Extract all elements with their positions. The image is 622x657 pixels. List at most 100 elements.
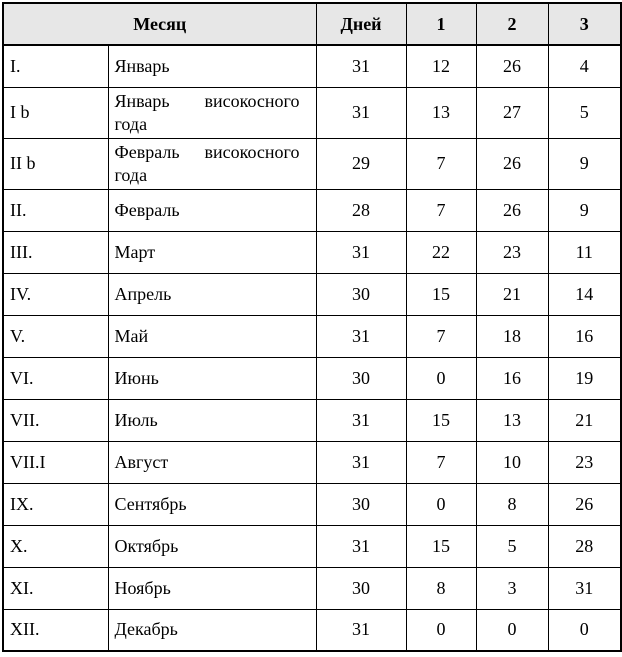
month-name: Сентябрь	[107, 482, 317, 526]
table-row: II. Февраль 28 7 26 9	[2, 188, 622, 232]
month-code: V.	[2, 314, 109, 358]
col2-value: 16	[475, 356, 549, 400]
table-row: XII. Декабрь 31 0 0 0	[2, 608, 622, 652]
col1-value: 7	[405, 137, 477, 190]
month-code: II.	[2, 188, 109, 232]
month-code: I.	[2, 44, 109, 88]
col3-value: 28	[547, 524, 622, 568]
col3-value: 9	[547, 137, 622, 190]
col2-value: 3	[475, 566, 549, 610]
col2-value: 21	[475, 272, 549, 316]
month-code: IV.	[2, 272, 109, 316]
table-header: Месяц Дней 1 2 3	[2, 2, 622, 46]
col2-value: 18	[475, 314, 549, 358]
days-value: 30	[315, 272, 407, 316]
col1-value: 12	[405, 44, 477, 88]
header-row: Месяц Дней 1 2 3	[2, 2, 622, 46]
month-name: Апрель	[107, 272, 317, 316]
table-row: II b Февраль високосного года 29 7 26 9	[2, 137, 622, 190]
days-value: 31	[315, 86, 407, 139]
month-name: Май	[107, 314, 317, 358]
table-row: V. Май 31 7 18 16	[2, 314, 622, 358]
days-value: 31	[315, 314, 407, 358]
col2-value: 23	[475, 230, 549, 274]
col3-value: 0	[547, 608, 622, 652]
col2-value: 10	[475, 440, 549, 484]
days-value: 30	[315, 356, 407, 400]
col2-value: 0	[475, 608, 549, 652]
month-code: I b	[2, 86, 109, 139]
col1-value: 15	[405, 272, 477, 316]
days-value: 31	[315, 608, 407, 652]
col1-value: 0	[405, 356, 477, 400]
table-row: I. Январь 31 12 26 4	[2, 44, 622, 88]
col3-value: 5	[547, 86, 622, 139]
col3-value: 9	[547, 188, 622, 232]
table-row: XI. Ноябрь 30 8 3 31	[2, 566, 622, 610]
table-row: VII. Июль 31 15 13 21	[2, 398, 622, 442]
month-code: IX.	[2, 482, 109, 526]
table-row: I b Январь високосного года 31 13 27 5	[2, 86, 622, 139]
month-code: II b	[2, 137, 109, 190]
days-value: 30	[315, 482, 407, 526]
col2-value: 13	[475, 398, 549, 442]
days-value: 31	[315, 44, 407, 88]
month-code: XI.	[2, 566, 109, 610]
month-name: Декабрь	[107, 608, 317, 652]
month-code: VII.I	[2, 440, 109, 484]
table-body: I. Январь 31 12 26 4 I b Январь високосн…	[2, 44, 622, 652]
col1-value: 7	[405, 440, 477, 484]
col3-value: 14	[547, 272, 622, 316]
header-col1: 1	[405, 2, 477, 46]
table-row: IV. Апрель 30 15 21 14	[2, 272, 622, 316]
days-value: 29	[315, 137, 407, 190]
col1-value: 7	[405, 188, 477, 232]
col3-value: 21	[547, 398, 622, 442]
col2-value: 26	[475, 137, 549, 190]
col1-value: 13	[405, 86, 477, 139]
month-code: VII.	[2, 398, 109, 442]
days-value: 31	[315, 524, 407, 568]
month-code: XII.	[2, 608, 109, 652]
col1-value: 15	[405, 398, 477, 442]
month-name: Июль	[107, 398, 317, 442]
month-name: Февраль високосного года	[107, 137, 317, 190]
col2-value: 5	[475, 524, 549, 568]
table-row: VI. Июнь 30 0 16 19	[2, 356, 622, 400]
month-code: III.	[2, 230, 109, 274]
month-name: Август	[107, 440, 317, 484]
col2-value: 26	[475, 44, 549, 88]
col1-value: 0	[405, 608, 477, 652]
col3-value: 4	[547, 44, 622, 88]
header-days: Дней	[315, 2, 407, 46]
col3-value: 16	[547, 314, 622, 358]
month-name: Март	[107, 230, 317, 274]
col3-value: 19	[547, 356, 622, 400]
header-month: Месяц	[2, 2, 317, 46]
col2-value: 27	[475, 86, 549, 139]
col3-value: 26	[547, 482, 622, 526]
month-name: Октябрь	[107, 524, 317, 568]
col3-value: 11	[547, 230, 622, 274]
table-row: III. Март 31 22 23 11	[2, 230, 622, 274]
month-name: Январь високосного года	[107, 86, 317, 139]
days-value: 31	[315, 398, 407, 442]
days-value: 30	[315, 566, 407, 610]
month-name: Февраль	[107, 188, 317, 232]
days-value: 31	[315, 230, 407, 274]
days-value: 28	[315, 188, 407, 232]
col1-value: 0	[405, 482, 477, 526]
month-name: Январь	[107, 44, 317, 88]
col2-value: 8	[475, 482, 549, 526]
table-row: X. Октябрь 31 15 5 28	[2, 524, 622, 568]
month-name: Ноябрь	[107, 566, 317, 610]
table-row: VII.I Август 31 7 10 23	[2, 440, 622, 484]
col3-value: 31	[547, 566, 622, 610]
month-code: X.	[2, 524, 109, 568]
header-col2: 2	[475, 2, 549, 46]
col1-value: 8	[405, 566, 477, 610]
col2-value: 26	[475, 188, 549, 232]
month-code: VI.	[2, 356, 109, 400]
